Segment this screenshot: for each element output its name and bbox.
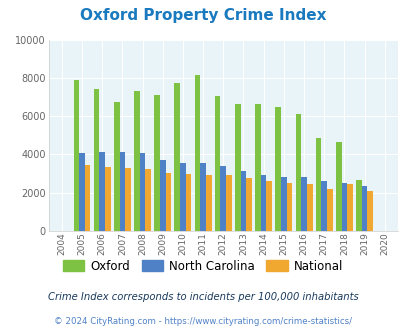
Bar xyxy=(240,171,246,231)
Bar xyxy=(160,160,165,231)
Bar xyxy=(246,178,252,231)
Bar xyxy=(200,163,205,231)
Bar xyxy=(301,178,306,231)
Bar xyxy=(194,75,200,231)
Bar xyxy=(94,89,99,231)
Bar xyxy=(139,153,145,231)
Bar xyxy=(335,142,341,231)
Bar xyxy=(315,138,321,231)
Bar xyxy=(280,178,286,231)
Bar xyxy=(105,167,111,231)
Bar xyxy=(306,184,312,231)
Bar xyxy=(255,104,260,231)
Bar xyxy=(361,186,367,231)
Bar xyxy=(355,180,361,231)
Text: Oxford Property Crime Index: Oxford Property Crime Index xyxy=(79,8,326,23)
Text: Crime Index corresponds to incidents per 100,000 inhabitants: Crime Index corresponds to incidents per… xyxy=(47,292,358,302)
Bar xyxy=(260,175,266,231)
Bar xyxy=(174,83,180,231)
Bar xyxy=(341,183,346,231)
Bar xyxy=(321,181,326,231)
Text: © 2024 CityRating.com - https://www.cityrating.com/crime-statistics/: © 2024 CityRating.com - https://www.city… xyxy=(54,317,351,326)
Bar xyxy=(119,151,125,231)
Bar xyxy=(154,95,160,231)
Bar xyxy=(326,189,332,231)
Bar xyxy=(214,96,220,231)
Bar xyxy=(295,114,301,231)
Bar xyxy=(73,80,79,231)
Bar xyxy=(220,166,226,231)
Bar xyxy=(367,191,372,231)
Bar xyxy=(85,165,90,231)
Bar xyxy=(114,102,119,231)
Bar xyxy=(134,91,139,231)
Bar xyxy=(79,152,85,231)
Bar xyxy=(125,168,130,231)
Bar xyxy=(180,163,185,231)
Bar xyxy=(205,175,211,231)
Bar xyxy=(266,181,271,231)
Bar xyxy=(226,176,231,231)
Bar xyxy=(99,151,105,231)
Bar xyxy=(286,183,292,231)
Bar xyxy=(234,104,240,231)
Bar xyxy=(165,173,171,231)
Legend: Oxford, North Carolina, National: Oxford, North Carolina, National xyxy=(58,255,347,278)
Bar xyxy=(185,174,191,231)
Bar xyxy=(275,107,280,231)
Bar xyxy=(346,184,352,231)
Bar xyxy=(145,169,151,231)
